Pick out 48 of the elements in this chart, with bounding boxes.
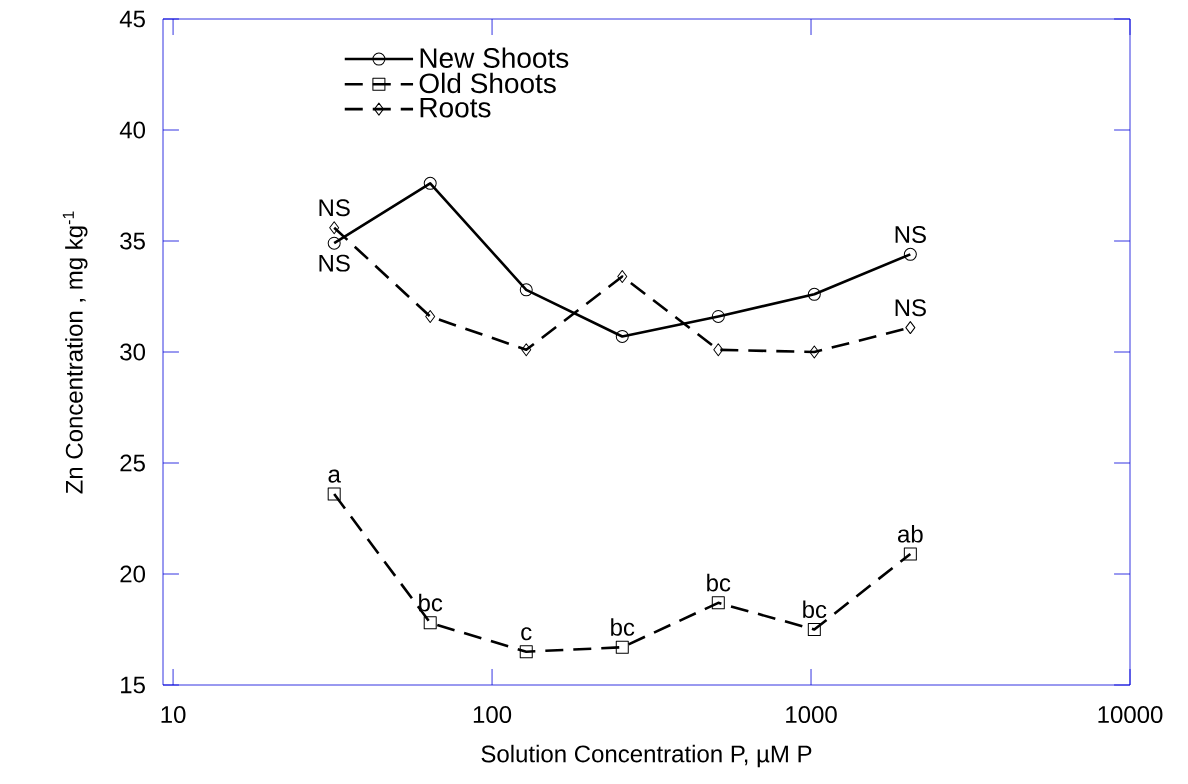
y-tick-label: 30: [120, 343, 146, 361]
point: [807, 623, 821, 636]
point: [519, 645, 533, 659]
x-tick-label: 10: [161, 706, 186, 724]
annotation: NS: [319, 199, 350, 217]
annotation: a: [328, 469, 341, 483]
annotation: bc: [611, 618, 635, 636]
legend-label: Old Shoots: [419, 72, 556, 94]
annotation: NS: [895, 225, 926, 243]
point: [809, 345, 820, 359]
point: [905, 321, 916, 335]
point: [903, 547, 917, 561]
point: [425, 309, 436, 323]
annotation: NS: [319, 254, 350, 272]
x-tick-label: 1000: [786, 706, 837, 724]
point: [615, 640, 629, 654]
y-axis-title: Zn Concentration , mg kg$^{-1}$: [62, 211, 88, 494]
point: [711, 596, 725, 610]
point: [615, 329, 629, 343]
annotation: ab: [898, 525, 923, 543]
point: [807, 287, 821, 301]
point: [711, 309, 725, 323]
annotation: NS: [895, 299, 926, 317]
annotation: bc: [707, 573, 731, 592]
annotation: bc: [419, 593, 443, 612]
x-axis-title: Solution Concentration P, µM P: [481, 744, 812, 768]
point: [423, 616, 437, 630]
x-tick-label: 100: [473, 706, 512, 724]
y-tick-label: 35: [120, 232, 145, 250]
y-tick-label: 20: [120, 565, 146, 583]
point: [329, 221, 340, 235]
y-tick-label: 15: [121, 676, 145, 694]
annotation: c: [521, 627, 532, 641]
point: [423, 176, 437, 190]
annotation: bc: [803, 600, 827, 619]
y-tick-label: 45: [119, 10, 145, 28]
y-tick-label: 25: [120, 454, 145, 472]
point: [521, 343, 532, 357]
legend-label: New Shoots: [420, 47, 569, 68]
point: [713, 343, 724, 357]
y-tick-label: 40: [119, 121, 146, 139]
point: [519, 283, 533, 297]
point: [327, 236, 341, 250]
legend-label: Roots: [420, 97, 491, 118]
point: [617, 270, 628, 284]
point: [327, 487, 341, 501]
x-tick-label: 10000: [1098, 706, 1163, 724]
point: [903, 247, 917, 261]
